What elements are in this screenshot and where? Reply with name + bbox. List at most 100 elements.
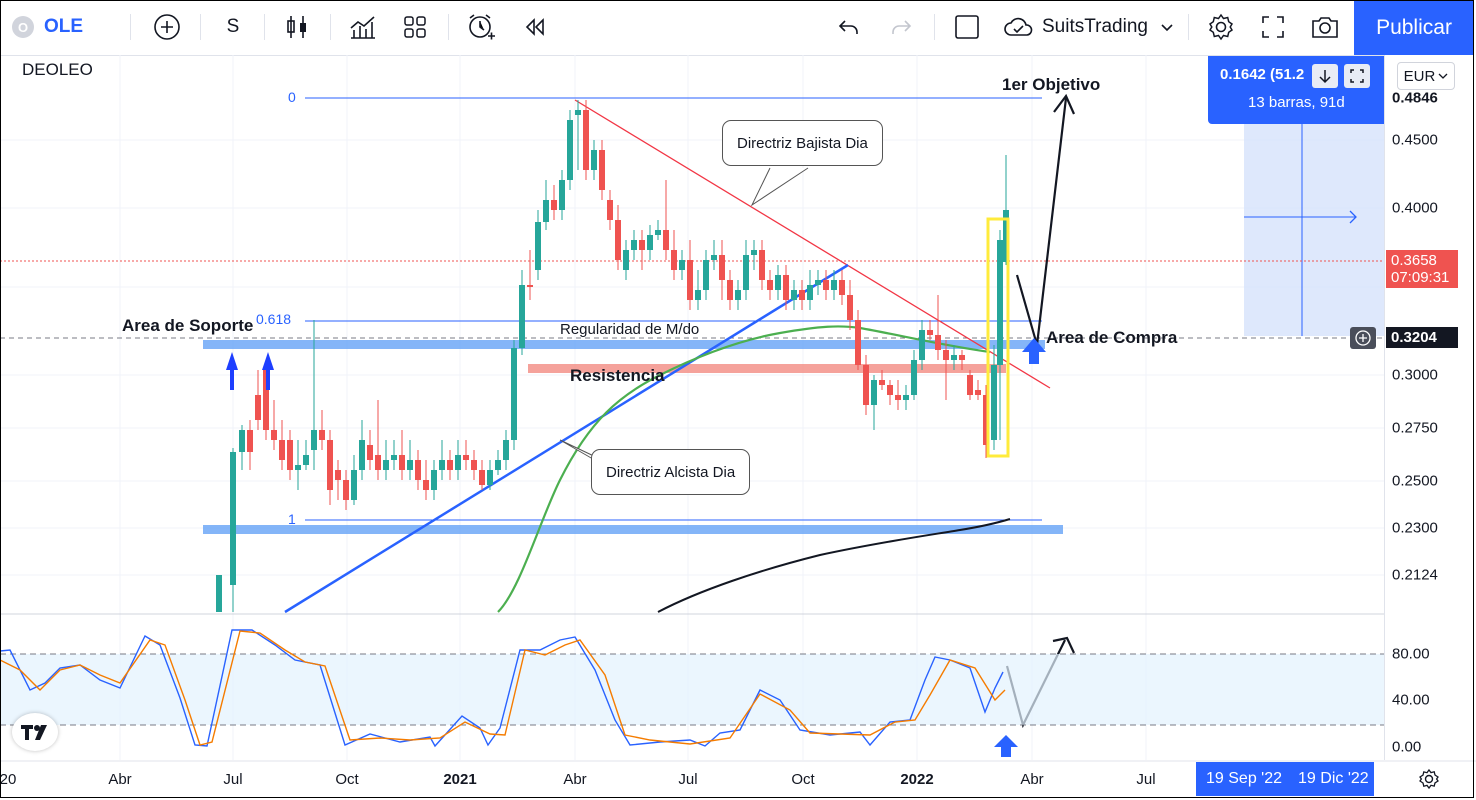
target-label[interactable]: 1er Objetivo bbox=[1002, 75, 1101, 94]
candle-body bbox=[959, 355, 965, 360]
candle-body bbox=[295, 465, 301, 470]
candle-body bbox=[735, 290, 741, 300]
symbol-search[interactable]: O OLE bbox=[12, 10, 83, 44]
indicators-button[interactable] bbox=[346, 10, 380, 44]
candle-body bbox=[727, 280, 733, 300]
candle-body bbox=[815, 280, 821, 285]
measure-tooltip: 0.1642 (51.2 13 barras, 91d bbox=[1208, 56, 1384, 124]
alert-button[interactable] bbox=[464, 10, 498, 44]
candle-body bbox=[695, 290, 701, 300]
price-axis[interactable] bbox=[1384, 55, 1476, 760]
candles-icon bbox=[287, 16, 306, 38]
crosshair-plus-button[interactable] bbox=[1350, 327, 1376, 349]
candle-body bbox=[239, 430, 245, 452]
candle-body bbox=[775, 275, 781, 290]
tradingview-logo-icon[interactable] bbox=[12, 713, 58, 751]
add-symbol-icon bbox=[154, 14, 180, 40]
regularity-label[interactable]: Regularidad de M/do bbox=[560, 321, 700, 338]
toolbar-divider bbox=[1188, 14, 1189, 40]
candle-body bbox=[375, 455, 381, 470]
measure-area bbox=[1244, 100, 1384, 336]
snapshot-button[interactable] bbox=[1308, 10, 1342, 44]
interval-button[interactable]: S bbox=[226, 16, 240, 37]
candle-body bbox=[351, 470, 357, 500]
camera-icon bbox=[1312, 17, 1338, 38]
candle-body bbox=[783, 275, 789, 300]
measure-reset-button[interactable] bbox=[1344, 64, 1370, 88]
arrow-up-icon bbox=[226, 352, 238, 390]
candle-body bbox=[663, 230, 669, 250]
candle-body bbox=[631, 240, 637, 250]
layout-icon bbox=[955, 15, 979, 39]
timezone-settings-button[interactable] bbox=[1416, 766, 1442, 792]
candle-body bbox=[599, 150, 605, 190]
bullish-trendline bbox=[284, 263, 849, 614]
candle-body bbox=[583, 110, 589, 170]
candle-body bbox=[839, 280, 845, 295]
indicators-icon bbox=[350, 16, 375, 39]
measure-arrow-icon bbox=[1349, 210, 1357, 224]
candle-body bbox=[799, 290, 805, 300]
symbol-logo-icon: O bbox=[12, 16, 34, 38]
candle-body bbox=[997, 240, 1003, 365]
candle-body bbox=[511, 348, 517, 440]
layout-menu[interactable]: SuitsTrading bbox=[1002, 10, 1176, 44]
measure-down-button[interactable] bbox=[1312, 64, 1338, 88]
tv-logo-mark bbox=[21, 725, 47, 740]
candle-body bbox=[559, 180, 565, 210]
price-label: 0.4500 bbox=[1392, 131, 1438, 149]
candle-body bbox=[703, 260, 709, 290]
publish-button[interactable]: Publicar bbox=[1354, 0, 1474, 55]
candle-body bbox=[343, 480, 349, 500]
buy-arrow-icon bbox=[1022, 338, 1046, 364]
candle-body bbox=[951, 355, 957, 360]
candle-body bbox=[743, 255, 749, 290]
settings-button[interactable] bbox=[1204, 10, 1238, 44]
currency-select[interactable]: EUR bbox=[1397, 62, 1455, 90]
buy-zone-label[interactable]: Area de Compra bbox=[1046, 328, 1178, 347]
support-label[interactable]: Area de Soporte bbox=[122, 316, 254, 335]
candle-body bbox=[463, 455, 469, 460]
candle-body bbox=[847, 295, 853, 320]
candle-body bbox=[216, 575, 222, 612]
templates-button[interactable] bbox=[398, 10, 432, 44]
time-label: Jul bbox=[223, 771, 243, 788]
symbol-name: OLE bbox=[44, 16, 84, 37]
bearish-trend-callout[interactable]: Directriz Bajista Dia bbox=[722, 120, 883, 166]
candle-body bbox=[423, 480, 429, 490]
resistance-zone bbox=[528, 364, 1006, 373]
candle-body bbox=[863, 365, 869, 405]
fullscreen-icon bbox=[1262, 16, 1284, 38]
target-path bbox=[1015, 97, 1068, 346]
candle-body bbox=[303, 455, 309, 465]
fullscreen-button[interactable] bbox=[1256, 10, 1290, 44]
redo-button[interactable] bbox=[884, 10, 918, 44]
support-zone-upper bbox=[203, 340, 1045, 349]
bearish-trendline bbox=[574, 99, 1051, 389]
fib-label-1: 1 bbox=[288, 511, 296, 527]
last-price-badge: 0.3658 07:09:31 bbox=[1386, 250, 1458, 288]
undo-button[interactable] bbox=[832, 10, 866, 44]
bullish-trend-callout[interactable]: Directriz Alcista Dia bbox=[591, 449, 751, 495]
candle-body bbox=[567, 120, 573, 180]
chart-type-button[interactable] bbox=[282, 10, 312, 44]
time-label: Oct bbox=[335, 771, 359, 788]
osc-buy-arrow-icon bbox=[994, 735, 1018, 757]
candle-body bbox=[487, 470, 493, 485]
candle-body bbox=[335, 470, 341, 480]
replay-button[interactable] bbox=[518, 10, 552, 44]
candle-body bbox=[271, 430, 277, 440]
candle-body bbox=[439, 460, 445, 470]
candle-body bbox=[751, 250, 757, 255]
layout-button[interactable] bbox=[950, 10, 984, 44]
redo-icon bbox=[892, 20, 912, 34]
measure-change: 0.1642 (51.2 bbox=[1220, 66, 1305, 83]
candle-body bbox=[527, 285, 533, 287]
last-price-value: 0.3658 bbox=[1391, 252, 1437, 269]
add-symbol-button[interactable] bbox=[150, 10, 184, 44]
layout-name: SuitsTrading bbox=[1042, 16, 1148, 37]
resistance-label[interactable]: Resistencia bbox=[570, 366, 665, 385]
toolbar-divider bbox=[330, 14, 331, 40]
callout-pointer bbox=[750, 167, 809, 207]
